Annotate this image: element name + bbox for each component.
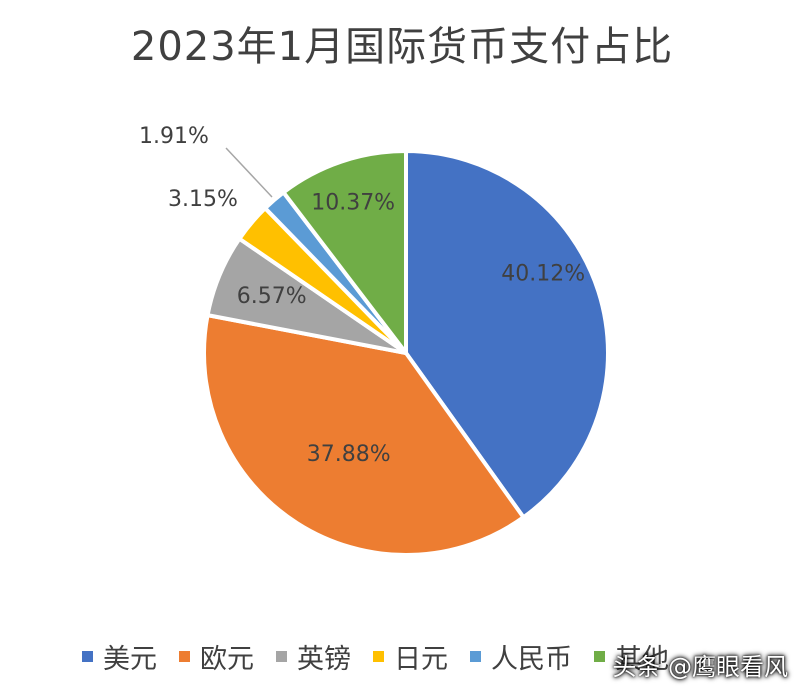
legend-item-4: 人民币 xyxy=(470,637,572,676)
pie-slice-5 xyxy=(281,149,408,355)
legend-swatch-3 xyxy=(373,650,384,662)
data-label-1: 37.88% xyxy=(307,442,391,467)
legend-label-2: 英镑 xyxy=(297,643,351,675)
data-label-0: 40.12% xyxy=(501,262,585,287)
legend-label-0: 美元 xyxy=(103,643,157,675)
legend-label-5: 其他 xyxy=(615,643,669,675)
legend-item-2: 英镑 xyxy=(276,637,351,676)
chart-title: 2023年1月国际货币支付占比 xyxy=(130,24,674,70)
data-label-3: 3.15% xyxy=(168,187,238,212)
legend-label-3: 日元 xyxy=(394,643,448,675)
pie-slice-0 xyxy=(404,149,610,520)
legend-label-4: 人民币 xyxy=(491,643,572,675)
legend: 美元 欧元 英镑 日元 人民币 其他 xyxy=(82,632,669,680)
legend-item-0: 美元 xyxy=(82,637,157,676)
pie-slice-1 xyxy=(202,313,526,557)
data-label-5: 10.37% xyxy=(311,190,395,215)
legend-swatch-5 xyxy=(594,650,605,662)
legend-label-1: 欧元 xyxy=(200,643,254,675)
legend-item-3: 日元 xyxy=(373,637,448,676)
data-label-2: 6.57% xyxy=(237,284,307,309)
leader-line-4 xyxy=(225,147,273,198)
legend-swatch-2 xyxy=(276,650,287,662)
legend-item-5: 其他 xyxy=(594,637,669,676)
watermark: 头条 @鹰眼看风 xyxy=(612,653,788,681)
legend-item-1: 欧元 xyxy=(179,637,254,676)
legend-swatch-0 xyxy=(82,650,93,662)
data-label-4: 1.91% xyxy=(139,124,209,149)
legend-swatch-1 xyxy=(179,650,190,662)
legend-swatch-4 xyxy=(470,650,481,662)
